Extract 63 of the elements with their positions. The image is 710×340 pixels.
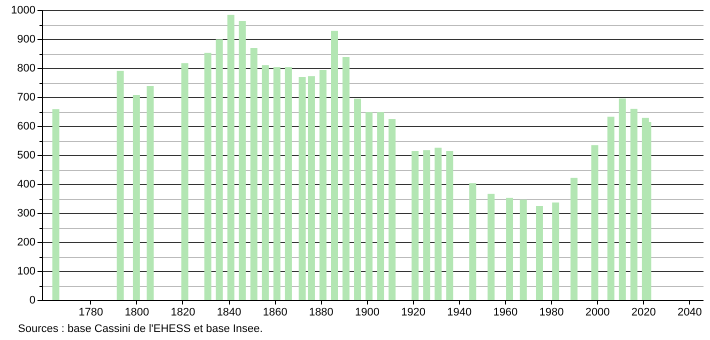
y-tick-label: 300	[17, 208, 36, 220]
bar	[262, 65, 269, 300]
bar	[488, 194, 495, 300]
bar	[298, 76, 306, 300]
bar	[607, 116, 614, 300]
bar	[366, 112, 373, 300]
bar	[250, 48, 258, 300]
bar	[423, 150, 430, 300]
bar	[469, 183, 476, 300]
bar	[520, 200, 527, 300]
y-tick-label: 1000	[11, 4, 36, 16]
x-tick-label: 1840	[216, 306, 242, 318]
y-tick-label: 500	[17, 150, 36, 162]
y-tick-label: 600	[17, 120, 36, 132]
bar	[506, 198, 514, 300]
bar	[570, 178, 578, 300]
bar	[630, 108, 638, 300]
x-tick-label: 2040	[677, 306, 702, 318]
bar	[434, 148, 442, 300]
bar	[354, 98, 362, 300]
bar	[132, 94, 140, 300]
y-tick-label: 700	[17, 92, 36, 104]
bar	[284, 67, 292, 300]
x-tick-label: 2020	[631, 306, 656, 318]
source-note: Sources : base Cassini de l'EHESS et base Insee.	[18, 323, 263, 335]
bar	[618, 98, 626, 300]
bar	[591, 145, 598, 300]
y-tick-label: 100	[17, 266, 36, 278]
bar	[331, 30, 338, 300]
bar	[377, 112, 384, 300]
x-tick-label: 1920	[401, 306, 426, 318]
x-tick-label: 1880	[308, 306, 334, 318]
bar	[181, 63, 188, 300]
x-tick-label: 1940	[447, 306, 472, 318]
y-tick-label: 0	[29, 294, 36, 306]
x-tick-label: 1960	[493, 306, 518, 318]
x-tick-label: 1860	[262, 306, 288, 318]
y-tick-label: 800	[17, 62, 36, 74]
bar	[536, 206, 543, 300]
x-tick-label: 1800	[124, 306, 150, 318]
x-tick-label: 1780	[78, 306, 104, 318]
x-tick-label: 1820	[170, 306, 196, 318]
x-tick-label: 2000	[585, 306, 610, 318]
y-tick-label: 900	[17, 34, 36, 46]
bar	[273, 67, 280, 300]
bar	[446, 150, 454, 300]
x-tick-label: 1900	[355, 306, 380, 318]
bar	[308, 76, 315, 300]
bar	[388, 119, 396, 300]
y-tick-label: 400	[17, 178, 36, 190]
bar	[227, 14, 234, 300]
bar	[204, 52, 212, 300]
bar	[412, 150, 419, 300]
bar	[116, 70, 124, 300]
bar	[52, 109, 60, 300]
bar	[319, 70, 326, 300]
bar	[238, 21, 246, 300]
bar	[342, 56, 350, 300]
bar	[146, 86, 154, 300]
bar	[216, 39, 223, 300]
y-tick-label: 200	[17, 236, 36, 248]
bar	[552, 202, 560, 300]
x-tick-label: 1980	[539, 306, 564, 318]
